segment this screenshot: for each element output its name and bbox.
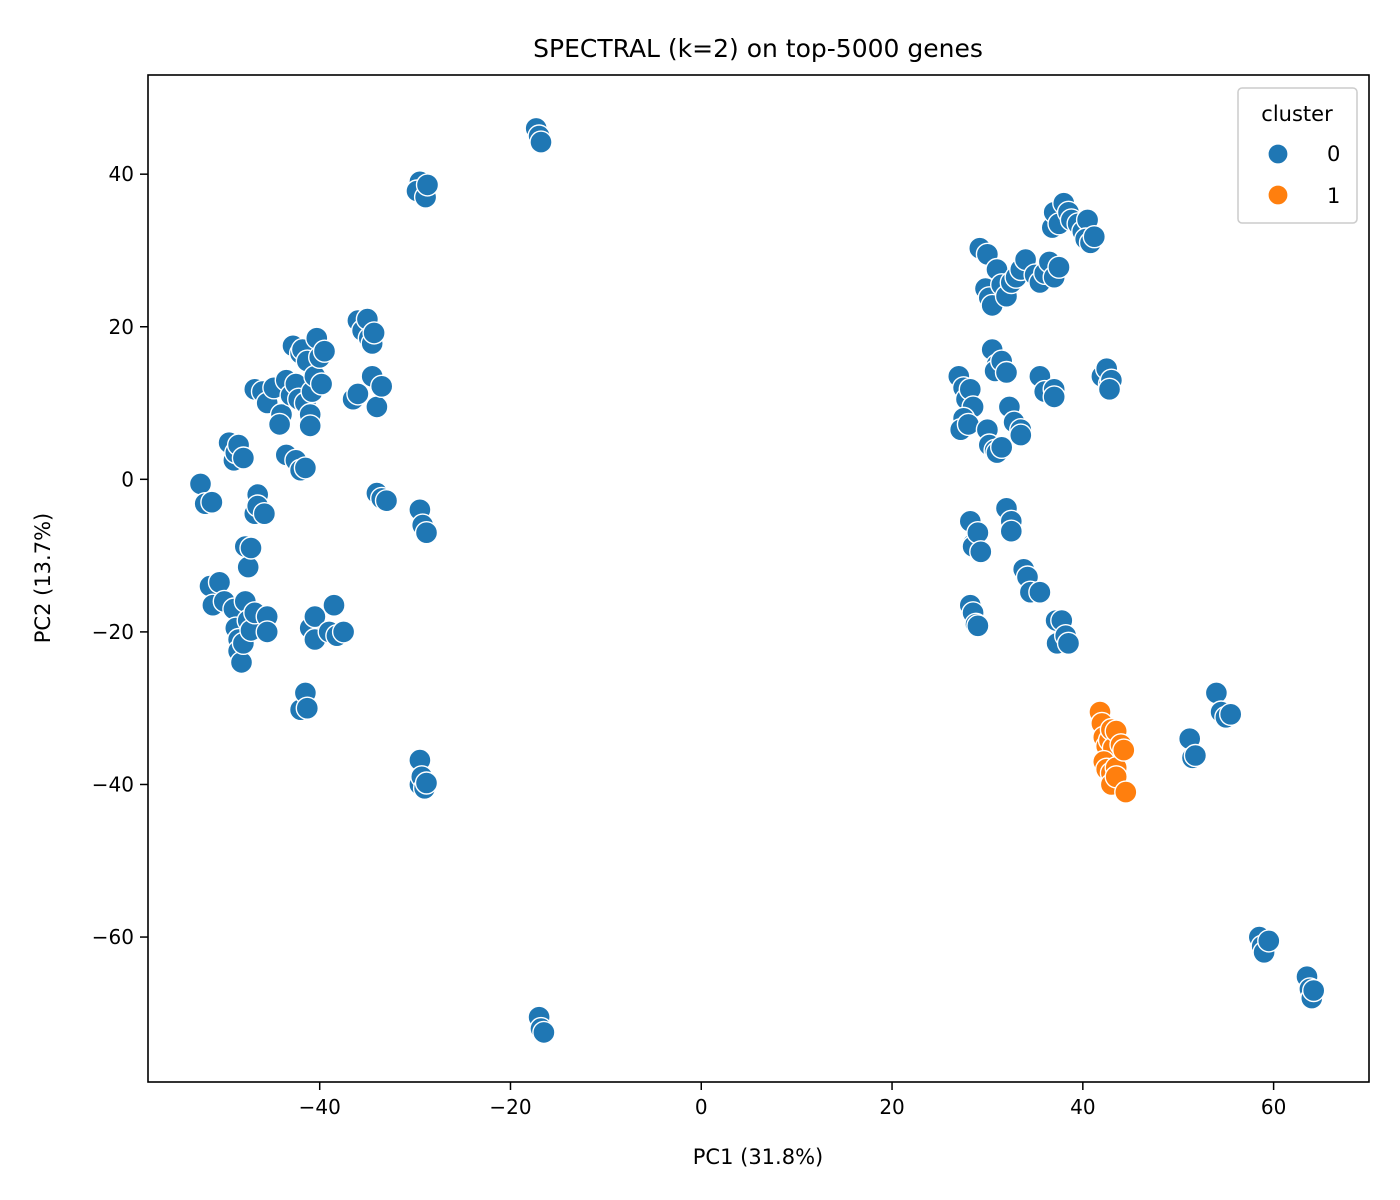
x-axis-ticks: −40 −20 0 20 40 60 bbox=[299, 1082, 1286, 1119]
point-cluster0-66 bbox=[303, 604, 327, 629]
legend-label-0: 0 bbox=[1327, 142, 1340, 166]
y-tick-label-1: 20 bbox=[109, 315, 134, 339]
point-cluster0-188 bbox=[1218, 702, 1243, 726]
y-tick-label-0: 40 bbox=[109, 162, 134, 186]
point-cluster0-163 bbox=[999, 519, 1023, 543]
point-cluster0-6 bbox=[415, 173, 440, 197]
x-tick-label-4: 40 bbox=[1070, 1095, 1095, 1119]
point-cluster0-185 bbox=[1204, 681, 1229, 705]
point-cluster0-181 bbox=[1056, 631, 1081, 655]
x-tick-label-0: −40 bbox=[299, 1095, 341, 1119]
point-cluster0-129 bbox=[1082, 224, 1107, 249]
y-tick-label-2: 0 bbox=[121, 467, 134, 491]
plot-area-frame bbox=[147, 74, 1370, 1083]
y-tick-label-5: −60 bbox=[92, 925, 134, 949]
point-cluster0-117 bbox=[1047, 255, 1071, 279]
point-cluster0-51 bbox=[207, 570, 232, 594]
point-cluster0-45 bbox=[252, 502, 277, 526]
legend-box bbox=[1237, 87, 1358, 224]
point-cluster0-88 bbox=[374, 489, 399, 513]
point-cluster0-91 bbox=[414, 521, 439, 545]
point-cluster0-99 bbox=[532, 1020, 556, 1045]
x-tick-label-3: 20 bbox=[879, 1095, 904, 1119]
point-cluster0-196 bbox=[1301, 978, 1326, 1003]
point-cluster0-160 bbox=[1097, 377, 1122, 401]
legend: cluster 0 1 bbox=[1237, 87, 1358, 224]
point-cluster0-47 bbox=[236, 555, 260, 579]
point-cluster0-37 bbox=[312, 339, 337, 363]
y-tick-label-4: −40 bbox=[92, 772, 134, 796]
legend-marker-1 bbox=[1267, 184, 1289, 206]
point-cluster0-147 bbox=[994, 360, 1019, 385]
point-cluster0-142 bbox=[990, 435, 1014, 459]
point-cluster0-14 bbox=[231, 446, 256, 470]
point-cluster0-9 bbox=[200, 490, 224, 514]
point-cluster0-74 bbox=[295, 696, 319, 720]
x-tick-label-2: 0 bbox=[695, 1095, 708, 1119]
point-cluster0-36 bbox=[309, 372, 334, 396]
point-cluster0-80 bbox=[362, 321, 386, 345]
point-cluster0-184 bbox=[1183, 743, 1208, 768]
x-tick-label-1: −20 bbox=[489, 1095, 531, 1119]
point-cluster0-172 bbox=[1028, 580, 1052, 604]
point-cluster0-96 bbox=[414, 771, 439, 795]
y-tick-label-3: −20 bbox=[92, 620, 134, 644]
point-cluster0-82 bbox=[346, 382, 370, 406]
point-cluster0-168 bbox=[969, 540, 993, 564]
legend-label-1: 1 bbox=[1327, 184, 1340, 208]
chart-title: SPECTRAL (k=2) on top-5000 genes bbox=[533, 34, 983, 63]
point-cluster0-2 bbox=[529, 130, 553, 154]
x-axis-label: PC1 (31.8%) bbox=[693, 1145, 823, 1169]
point-cluster0-71 bbox=[331, 620, 356, 644]
y-axis-ticks: 40 20 0 −20 −40 −60 bbox=[92, 162, 148, 949]
point-cluster0-41 bbox=[293, 456, 318, 480]
point-cluster0-84 bbox=[365, 395, 389, 419]
point-cluster1-15 bbox=[1112, 738, 1136, 762]
point-cluster0-69 bbox=[322, 593, 346, 617]
point-cluster0-192 bbox=[1257, 929, 1281, 953]
y-axis-label: PC2 (13.7%) bbox=[31, 513, 55, 643]
point-cluster0-151 bbox=[1009, 423, 1033, 447]
point-cluster0-85 bbox=[370, 374, 394, 398]
point-cluster0-176 bbox=[966, 614, 990, 638]
point-cluster0-48 bbox=[239, 536, 263, 560]
data-points bbox=[188, 116, 1326, 1045]
legend-marker-0 bbox=[1267, 143, 1289, 165]
point-cluster0-20 bbox=[267, 412, 292, 437]
point-cluster1-16 bbox=[1114, 780, 1138, 804]
point-cluster0-64 bbox=[255, 620, 279, 644]
legend-title: cluster bbox=[1261, 102, 1333, 126]
point-cluster0-167 bbox=[966, 521, 990, 545]
point-cluster0-31 bbox=[298, 414, 322, 438]
point-cluster0-155 bbox=[1042, 385, 1066, 409]
x-tick-label-5: 60 bbox=[1261, 1095, 1286, 1119]
